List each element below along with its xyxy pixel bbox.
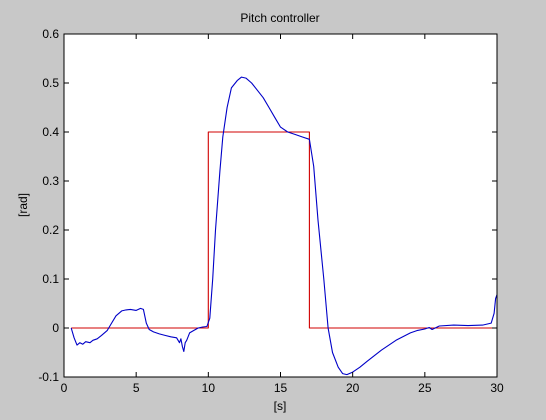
x-axis-label: [s] [274,399,287,413]
reference-step-line [71,131,497,329]
y-tick-label: 0.2 [42,223,59,237]
y-tick-label: 0.1 [42,272,59,286]
plot-area [64,34,497,377]
x-tick-label: 0 [61,381,68,395]
y-axis-label: [rad] [16,193,30,217]
y-tick-label: 0.6 [42,27,59,41]
x-tick-label: 20 [346,381,360,395]
y-tick-label: 0.4 [42,125,59,139]
series-layer [70,76,498,376]
y-tick-label: 0 [52,321,59,335]
chart-title: Pitch controller [240,11,319,25]
y-tick-label: 0.3 [42,174,59,188]
x-tick-label: 15 [274,381,288,395]
ticks-layer: 0 5 10 15 20 25 30-0.100.10.20.30.40.50.6 [38,27,504,395]
x-tick-label: 30 [490,381,504,395]
y-tick-label: -0.1 [38,370,59,384]
x-tick-label: 5 [133,381,140,395]
pitch-response-line [70,76,498,376]
y-tick-label: 0.5 [42,76,59,90]
x-tick-label: 25 [418,381,432,395]
x-tick-label: 10 [202,381,216,395]
